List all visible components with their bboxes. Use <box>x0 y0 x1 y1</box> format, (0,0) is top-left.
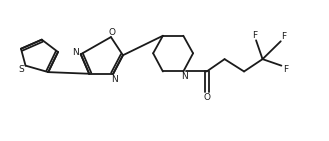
Text: O: O <box>108 28 115 37</box>
Text: F: F <box>283 65 288 74</box>
Text: F: F <box>252 31 257 40</box>
Text: N: N <box>111 75 117 84</box>
Text: N: N <box>181 71 188 81</box>
Text: F: F <box>281 32 287 41</box>
Text: S: S <box>19 65 25 74</box>
Text: O: O <box>203 93 210 102</box>
Text: N: N <box>72 48 79 57</box>
